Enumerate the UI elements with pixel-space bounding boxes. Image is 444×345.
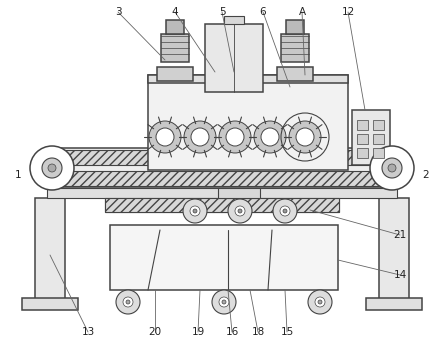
- Bar: [373, 148, 384, 158]
- Bar: [277, 67, 313, 81]
- Bar: [205, 24, 263, 92]
- Text: 4: 4: [172, 7, 178, 17]
- Bar: [157, 67, 193, 81]
- Bar: [357, 134, 368, 144]
- Circle shape: [212, 290, 236, 314]
- Bar: [52, 148, 392, 188]
- Circle shape: [219, 297, 229, 307]
- Text: 15: 15: [280, 327, 293, 337]
- Text: 13: 13: [81, 327, 95, 337]
- Bar: [47, 188, 397, 198]
- Bar: [286, 20, 304, 34]
- Circle shape: [308, 290, 332, 314]
- Text: A: A: [298, 7, 305, 17]
- Text: 6: 6: [260, 7, 266, 17]
- Text: 16: 16: [226, 327, 238, 337]
- Bar: [52, 171, 392, 186]
- Text: 12: 12: [341, 7, 355, 17]
- Bar: [281, 34, 309, 62]
- Circle shape: [126, 300, 130, 304]
- Circle shape: [315, 297, 325, 307]
- Bar: [52, 150, 392, 165]
- Text: 2: 2: [423, 170, 429, 180]
- Circle shape: [193, 209, 197, 213]
- Bar: [357, 120, 368, 130]
- Text: 5: 5: [219, 7, 225, 17]
- Circle shape: [261, 128, 279, 146]
- Bar: [110, 225, 338, 290]
- Bar: [105, 197, 339, 212]
- Circle shape: [388, 164, 396, 172]
- Circle shape: [238, 209, 242, 213]
- Circle shape: [273, 199, 297, 223]
- Circle shape: [222, 300, 226, 304]
- Circle shape: [370, 146, 414, 190]
- Circle shape: [289, 121, 321, 153]
- Circle shape: [190, 206, 200, 216]
- Circle shape: [48, 164, 56, 172]
- Circle shape: [280, 206, 290, 216]
- Circle shape: [226, 128, 244, 146]
- Text: 14: 14: [393, 270, 407, 280]
- Circle shape: [184, 121, 216, 153]
- Bar: [148, 75, 348, 170]
- Bar: [379, 198, 409, 303]
- Bar: [218, 188, 260, 198]
- Circle shape: [296, 128, 314, 146]
- Text: 3: 3: [115, 7, 121, 17]
- Text: 20: 20: [148, 327, 162, 337]
- Circle shape: [318, 300, 322, 304]
- Bar: [352, 110, 390, 165]
- Circle shape: [156, 128, 174, 146]
- Text: 19: 19: [191, 327, 205, 337]
- Bar: [224, 16, 244, 24]
- Circle shape: [42, 158, 62, 178]
- Circle shape: [235, 206, 245, 216]
- Text: 21: 21: [393, 230, 407, 240]
- Circle shape: [149, 121, 181, 153]
- Circle shape: [116, 290, 140, 314]
- Circle shape: [254, 121, 286, 153]
- Text: 1: 1: [15, 170, 21, 180]
- Circle shape: [228, 199, 252, 223]
- Circle shape: [382, 158, 402, 178]
- Bar: [161, 34, 189, 62]
- Circle shape: [219, 121, 251, 153]
- Circle shape: [283, 209, 287, 213]
- Bar: [35, 198, 65, 303]
- Bar: [357, 148, 368, 158]
- Circle shape: [123, 297, 133, 307]
- Bar: [366, 298, 422, 310]
- Bar: [166, 20, 184, 34]
- Bar: [373, 134, 384, 144]
- Circle shape: [30, 146, 74, 190]
- Text: 18: 18: [251, 327, 265, 337]
- Bar: [148, 75, 348, 83]
- Circle shape: [191, 128, 209, 146]
- Bar: [105, 198, 339, 212]
- Circle shape: [183, 199, 207, 223]
- Bar: [22, 298, 78, 310]
- Bar: [373, 120, 384, 130]
